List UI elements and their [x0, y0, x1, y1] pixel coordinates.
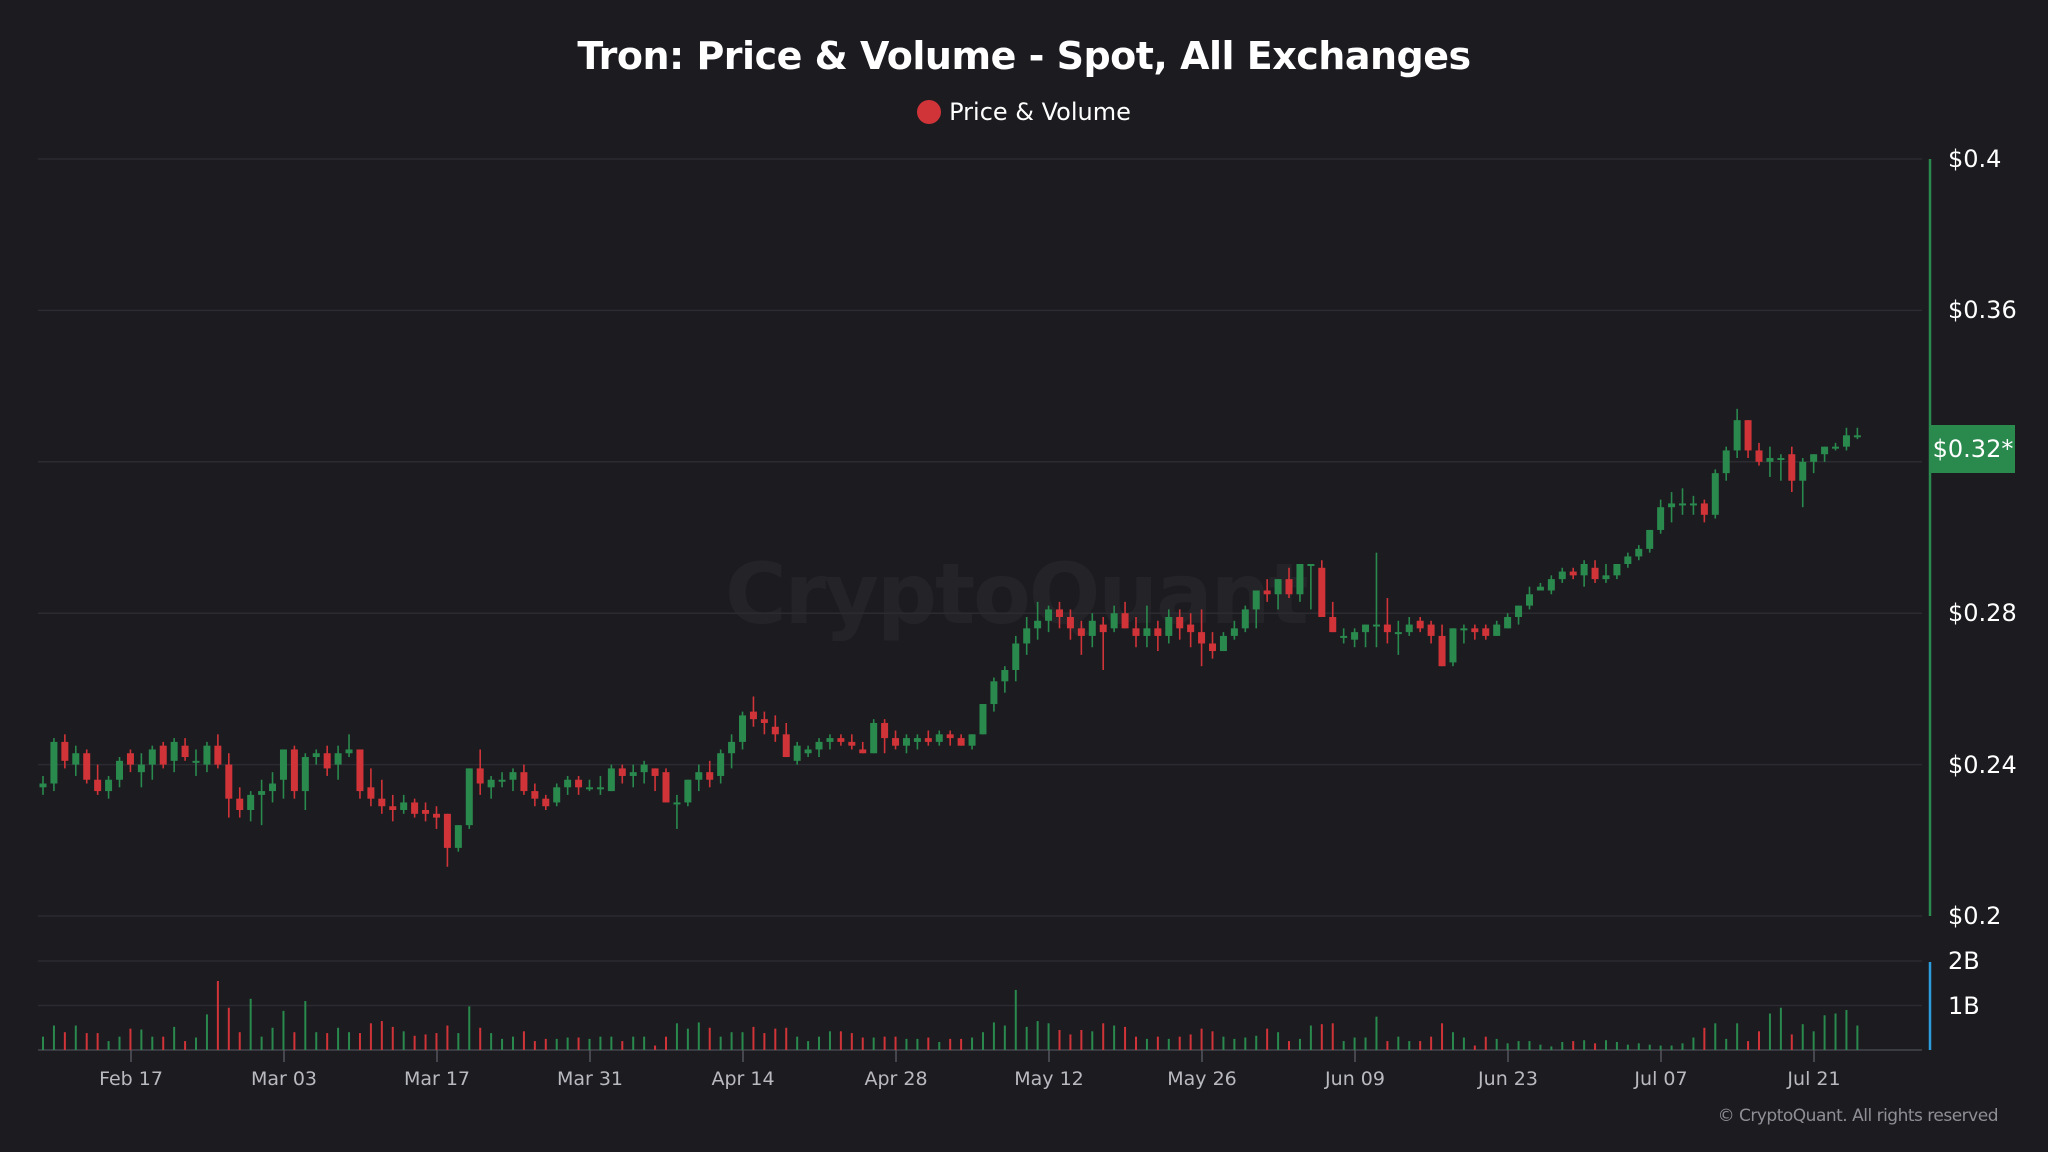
time-axis-label: Jun 23: [1478, 1068, 1538, 1090]
volume-axis-label: 1B: [1948, 991, 1980, 1020]
chart-title: Tron: Price & Volume - Spot, All Exchang…: [577, 34, 1471, 78]
legend-item-price-volume[interactable]: Price & Volume: [0, 98, 2048, 126]
volume-series: [42, 981, 1859, 1050]
legend-label: Price & Volume: [949, 98, 1131, 126]
price-axis-label: $0.24: [1948, 750, 2017, 779]
price-axis-label: $0.28: [1948, 599, 2017, 628]
price-axis-label: $0.36: [1948, 296, 2017, 325]
time-axis-label: Jul 21: [1787, 1068, 1841, 1090]
time-axis-label: Jun 09: [1325, 1068, 1385, 1090]
time-axis-label: May 26: [1167, 1068, 1237, 1090]
time-axis-label: Jul 07: [1634, 1068, 1688, 1090]
time-axis-label: Mar 17: [403, 1068, 471, 1090]
time-axis-label: Mar 31: [556, 1068, 624, 1090]
price-axis-label: $0.2: [1948, 902, 2002, 930]
copyright-text: © CryptoQuant. All rights reserved: [1717, 1106, 1999, 1126]
time-axis-label: Apr 14: [711, 1068, 775, 1090]
time-axis-label: Mar 03: [250, 1068, 318, 1090]
axes: [130, 159, 1932, 1062]
candlestick-series: [39, 408, 1861, 867]
time-axis-label: May 12: [1014, 1068, 1084, 1090]
volume-axis-label: 2B: [1948, 947, 1980, 975]
legend-dot-icon: [917, 100, 942, 124]
time-axis-label: Apr 28: [864, 1068, 928, 1090]
current-price-tag: $0.32*: [1931, 425, 2015, 473]
time-axis-label: Feb 17: [99, 1068, 163, 1090]
grid-lines: [38, 158, 1922, 1051]
price-axis-label: $0.4: [1948, 145, 2002, 173]
